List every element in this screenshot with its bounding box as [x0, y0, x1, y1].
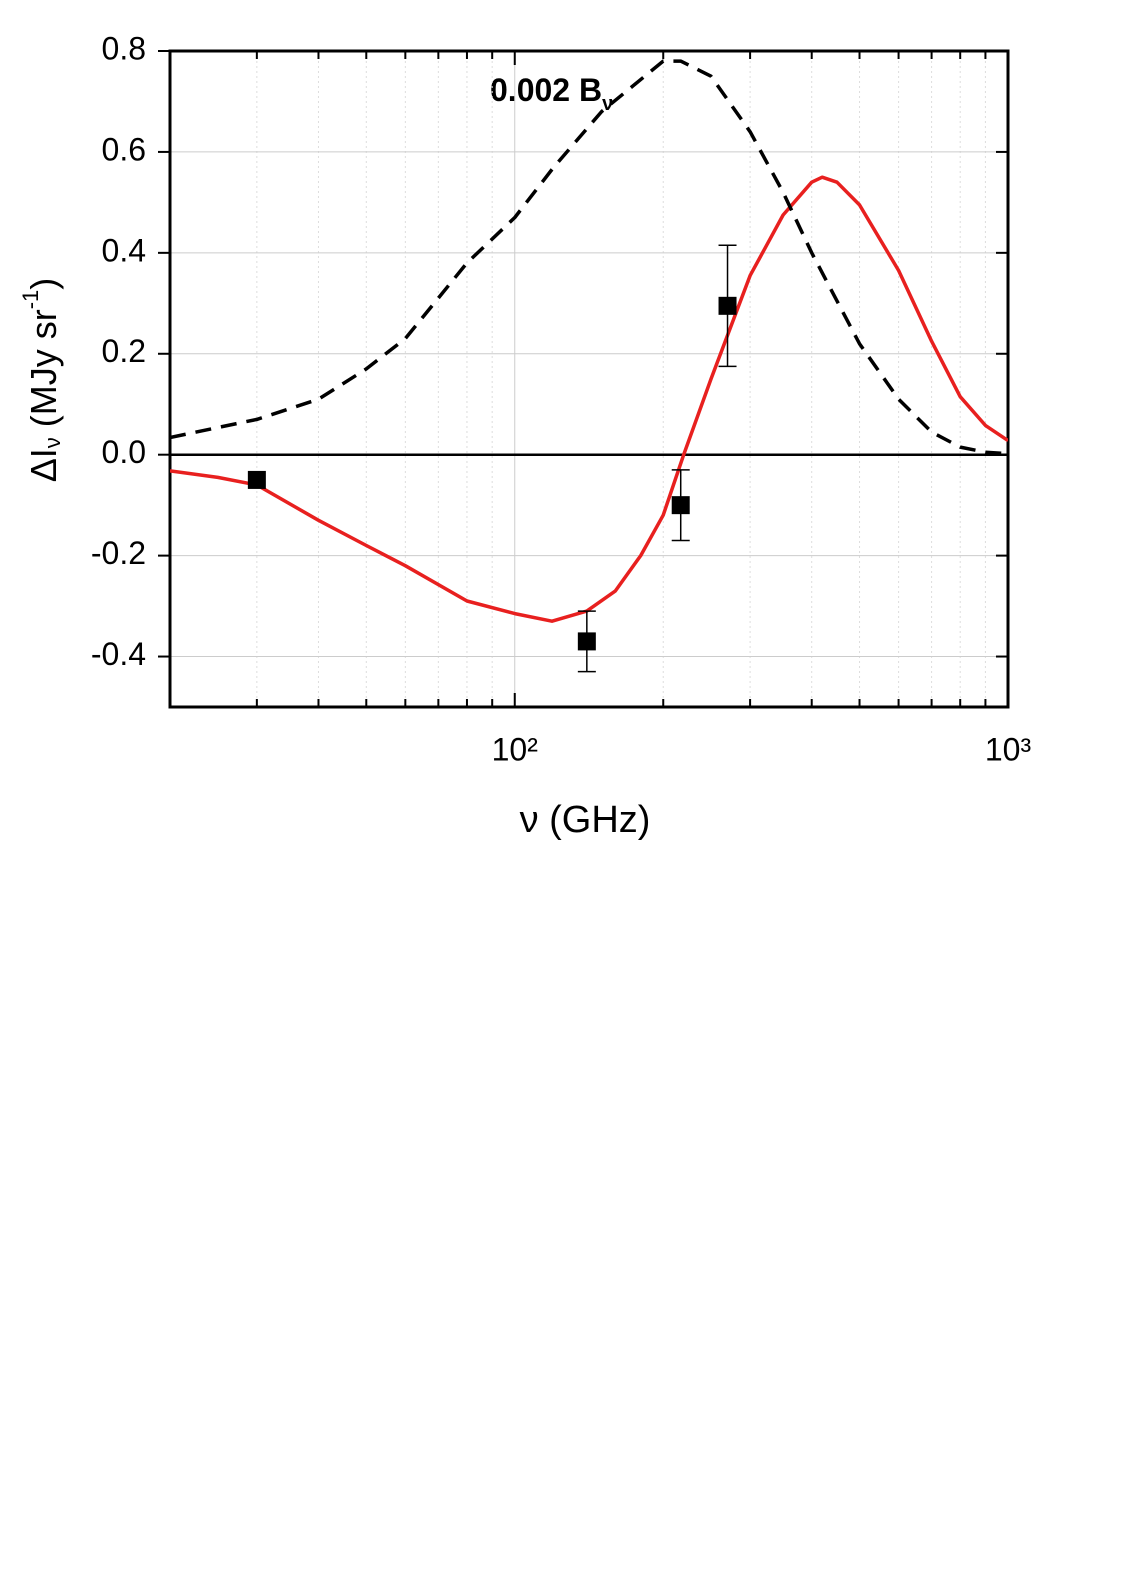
x-axis-label: ν (GHz): [520, 799, 651, 841]
series-line: [170, 175, 1008, 623]
annotation: 0.002 Bν: [490, 72, 613, 115]
series-line: [170, 59, 1008, 456]
y-tick-label: -0.4: [91, 636, 146, 672]
y-label-sup: -1: [18, 290, 43, 310]
y-label-part: ): [23, 278, 64, 290]
y-label-part: (MJy sr: [23, 309, 64, 437]
data-point: [718, 296, 737, 315]
y-tick-label: 0.6: [102, 131, 146, 167]
y-tick-label: 0.8: [102, 30, 146, 66]
plot-frame: [168, 49, 1010, 709]
annotation-text: 0.002 B: [490, 72, 602, 108]
x-tick-label: 10³: [985, 731, 1032, 767]
y-label-sub: ν: [40, 437, 65, 448]
y-tick-label: -0.2: [91, 535, 146, 571]
y-tick-label: 0.2: [102, 333, 146, 369]
x-tick-label: 10²: [492, 731, 539, 767]
y-label-part: ΔI: [23, 448, 64, 482]
y-tick-label: 0.0: [102, 434, 146, 470]
y-tick-label: 0.4: [102, 232, 146, 268]
y-axis-label: ΔIν (MJy sr-1): [18, 278, 65, 483]
data-point: [671, 496, 690, 515]
data-point: [577, 632, 596, 651]
annotation-sub: ν: [602, 93, 613, 115]
data-point: [247, 470, 266, 489]
